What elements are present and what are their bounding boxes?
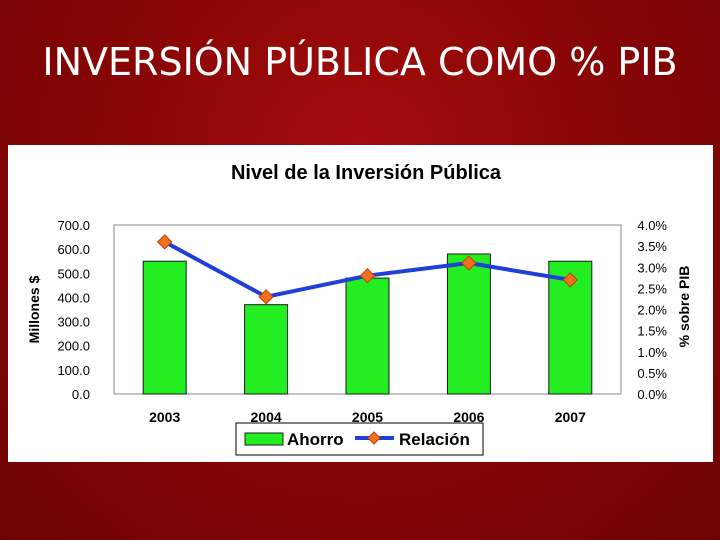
y-tick-label: 400.0 (57, 290, 90, 305)
y2-tick-label: 2.5% (637, 281, 667, 296)
chart-title: Nivel de la Inversión Pública (231, 162, 502, 184)
marker-relacion (359, 267, 376, 284)
x-tick-label: 2006 (453, 409, 484, 425)
bar-ahorro (244, 304, 289, 395)
y-axis-label: Millones $ (26, 275, 42, 343)
y2-tick-label: 3.5% (637, 239, 667, 254)
chart-panel: Nivel de la Inversión Pública 700.0 600.0… (8, 145, 713, 462)
y2-tick-label: 2.0% (637, 303, 667, 318)
legend-swatch-ahorro (244, 432, 284, 446)
y-tick-label: 300.0 (57, 315, 90, 330)
y-tick-label: 200.0 (57, 339, 90, 354)
y-tick-label: 0.0 (72, 387, 90, 402)
y2-tick-label: 3.0% (637, 260, 667, 275)
combo-chart: Nivel de la Inversión Pública 700.0 600.0… (26, 162, 692, 456)
legend-label-relacion: Relación (399, 430, 470, 449)
y2-axis-label: % sobre PIB (676, 266, 692, 348)
y2-tick-label: 1.0% (637, 345, 667, 360)
marker-relacion (258, 289, 274, 305)
y-tick-label: 100.0 (57, 363, 90, 378)
marker-relacion (461, 255, 477, 271)
y2-tick-label: 1.5% (637, 324, 667, 339)
y2-tick-label: 0.0% (637, 387, 667, 402)
y-tick-label: 500.0 (57, 266, 90, 281)
legend-label-ahorro: Ahorro (287, 430, 344, 449)
bar-ahorro (345, 277, 390, 395)
x-tick-label: 2005 (352, 409, 383, 425)
y2-tick-label: 4.0% (637, 218, 667, 233)
marker-relacion (562, 272, 579, 288)
legend: Ahorro Relación (235, 422, 484, 456)
x-tick-label: 2007 (555, 409, 586, 425)
bar-ahorro (446, 253, 491, 395)
legend-swatch-relacion-marker (367, 431, 381, 445)
x-tick-label: 2004 (251, 409, 282, 425)
bar-ahorro (142, 260, 187, 395)
slide-title: INVERSIÓN PÚBLICA COMO % PIB (42, 40, 678, 84)
marker-relacion (156, 234, 173, 250)
y-tick-label: 600.0 (57, 242, 90, 257)
x-tick-label: 2003 (149, 409, 180, 425)
y-tick-label: 700.0 (57, 218, 90, 233)
y2-tick-label: 0.5% (637, 366, 667, 381)
